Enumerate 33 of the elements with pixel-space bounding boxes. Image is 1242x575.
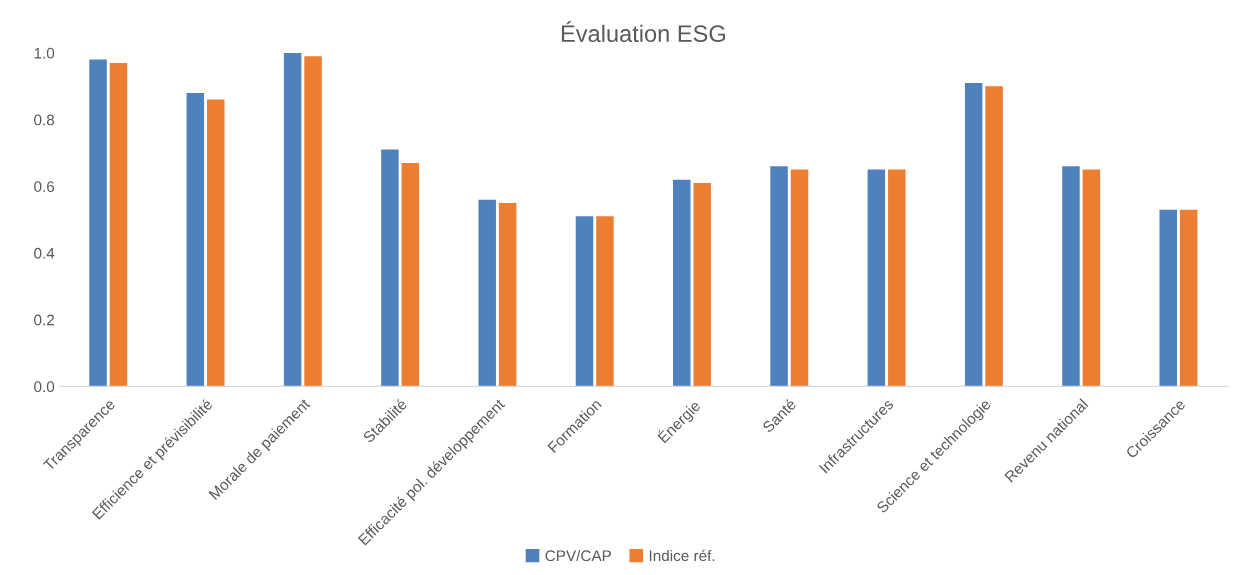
y-tick-label: 0.0: [34, 381, 55, 393]
bar: [1159, 209, 1177, 387]
bar: [770, 166, 788, 387]
y-tick-label: 1.0: [34, 47, 55, 59]
bar: [1082, 169, 1101, 387]
legend-label: Indice réf.: [649, 549, 715, 562]
y-tick-label: 0.8: [34, 114, 55, 126]
bar: [867, 169, 886, 387]
bar: [693, 182, 711, 387]
chart-title: Évaluation ESG: [561, 21, 725, 43]
legend-label: CPV/CAP: [545, 549, 612, 562]
bar: [1062, 166, 1080, 387]
bar: [790, 169, 809, 387]
y-tick-label: 0.4: [34, 247, 55, 259]
y-tick-label: 0.2: [34, 314, 54, 326]
bar: [401, 162, 420, 387]
bar: [575, 216, 594, 387]
bar: [673, 179, 691, 387]
bar: [186, 92, 205, 387]
bar: [888, 169, 906, 387]
bar: [964, 82, 983, 387]
bar: [304, 56, 322, 387]
bar: [207, 99, 225, 387]
bar: [381, 149, 399, 387]
bar: [89, 59, 107, 387]
bar: [985, 86, 1003, 387]
bar: [478, 199, 496, 387]
bar: [109, 62, 128, 387]
y-tick-label: 0.6: [34, 181, 55, 192]
bar: [283, 52, 302, 387]
bar: [498, 202, 517, 387]
bar: [596, 216, 614, 387]
bar: [1179, 209, 1198, 387]
